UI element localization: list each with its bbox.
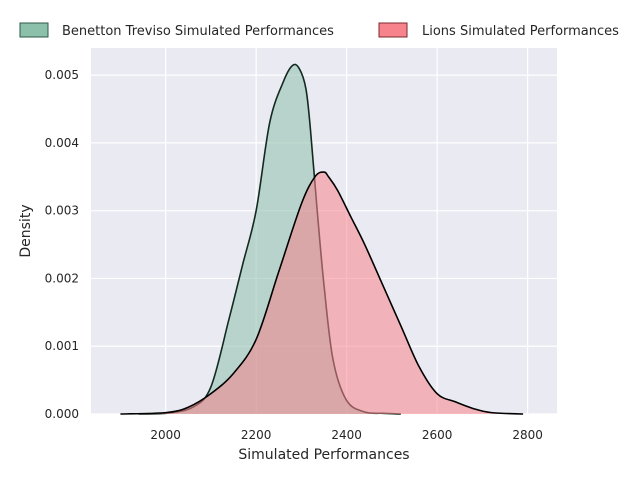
legend: Benetton Treviso Simulated Performances … xyxy=(19,22,619,39)
x-tick-label: 2400 xyxy=(331,428,362,442)
density-fill-benetton xyxy=(138,64,401,414)
y-tick-label: 0.004 xyxy=(45,136,79,150)
y-tick-label: 0.003 xyxy=(45,204,79,218)
y-tick-label: 0.002 xyxy=(45,271,79,285)
y-axis-label: Density xyxy=(18,204,34,257)
x-tick-label: 2200 xyxy=(241,428,272,442)
legend-swatch-lions xyxy=(378,22,408,38)
density-fill-lions xyxy=(120,172,524,414)
legend-label-lions: Lions Simulated Performances xyxy=(422,24,619,39)
y-tick-label: 0.001 xyxy=(45,339,79,353)
legend-label-benetton: Benetton Treviso Simulated Performances xyxy=(62,24,334,39)
x-tick-label: 2800 xyxy=(512,428,543,442)
y-axis-ticks: 0.000 0.001 0.002 0.003 0.004 0.005 xyxy=(45,68,79,421)
y-tick-label: 0.005 xyxy=(45,68,79,82)
x-tick-label: 2600 xyxy=(422,428,453,442)
legend-swatch-benetton xyxy=(19,22,49,38)
x-tick-label: 2000 xyxy=(150,428,181,442)
density-areas xyxy=(120,63,524,415)
x-axis-label: Simulated Performances xyxy=(238,447,409,463)
density-line-lions xyxy=(120,171,524,415)
y-tick-label: 0.000 xyxy=(45,407,79,421)
x-axis-ticks: 2000 2200 2400 2600 2800 xyxy=(150,428,542,442)
